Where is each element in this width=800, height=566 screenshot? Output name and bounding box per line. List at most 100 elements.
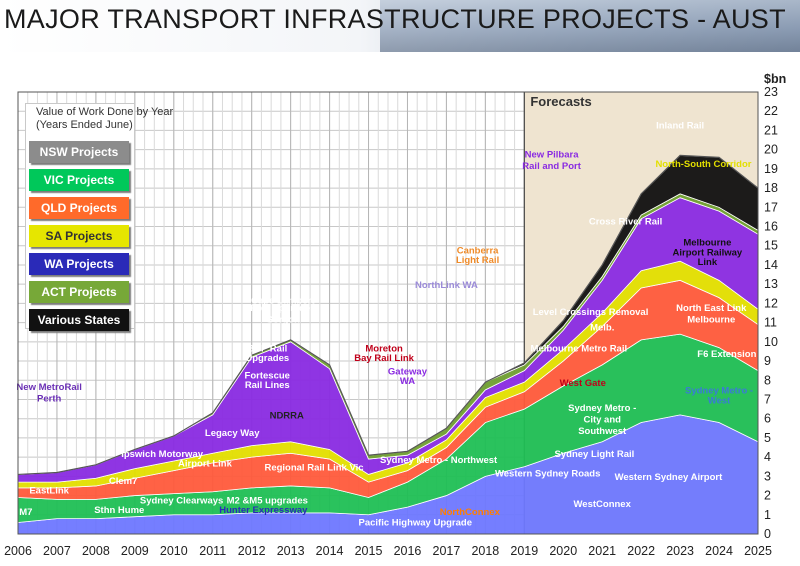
annotation-label: Sydney Clearways: [140, 495, 223, 506]
annotation-label: Rail Lines: [245, 380, 290, 391]
y-tick-label: 17: [764, 200, 778, 214]
annotation-label: Pacific Highway Upgrade: [359, 517, 473, 528]
legend-item: WA Projects: [29, 253, 129, 275]
banner-photo: [380, 0, 800, 52]
x-tick-label: 2006: [4, 544, 32, 558]
x-tick-label: 2009: [121, 544, 149, 558]
annotation-label: Fortescue: [245, 370, 290, 381]
annotation-label: Melb.: [590, 322, 614, 333]
annotation-label: Gateway: [388, 366, 428, 377]
annotation-label: Airport Link: [178, 459, 233, 470]
annotation-label: Cross River Rail: [589, 217, 662, 228]
x-tick-label: 2019: [510, 544, 538, 558]
y-tick-label: 10: [764, 335, 778, 349]
y-tick-label: 14: [764, 258, 778, 272]
annotation-label: Sthn Hume: [94, 505, 144, 516]
legend-item: Various States: [29, 309, 129, 331]
x-tick-label: 2017: [433, 544, 461, 558]
annotation-label: Cape Lambert: [251, 295, 315, 306]
annotation-label: BHP Rail: [247, 343, 287, 354]
y-tick-label: 16: [764, 220, 778, 234]
annotation-label: WestConnex: [574, 499, 632, 510]
page-title: MAJOR TRANSPORT INFRASTRUCTURE PROJECTS …: [4, 4, 786, 34]
annotation-label: Bay Rail Link: [354, 353, 414, 364]
annotation-label: Clem7: [109, 476, 138, 487]
annotation-label: Upgrades: [245, 353, 289, 364]
annotation-label: EastLink: [29, 486, 69, 497]
y-tick-label: 15: [764, 239, 778, 253]
annotation-label: Level Crossings Removal: [533, 307, 649, 318]
total-outline: [17, 154, 759, 476]
annotation-label: North-South Corridor: [655, 159, 751, 170]
y-tick-label: 3: [764, 469, 771, 483]
annotation-label: Western Sydney Roads: [495, 468, 600, 479]
y-tick-label: 13: [764, 277, 778, 291]
y-tick-label: 9: [764, 354, 771, 368]
y-tick-label: 19: [764, 162, 778, 176]
y-tick-label: 12: [764, 296, 778, 310]
annotation-label: Sydney Metro -: [685, 386, 753, 397]
x-tick-label: 2008: [82, 544, 110, 558]
y-tick-label: 22: [764, 104, 778, 118]
x-tick-label: 2022: [627, 544, 655, 558]
annotation-label: West Gate: [560, 378, 606, 389]
annotation-label: Rail and Port: [522, 161, 581, 172]
annotation-label: Moreton: [365, 343, 403, 354]
annotation-label: West: [708, 395, 731, 406]
annotation-label: WA: [400, 376, 415, 387]
y-tick-label: 5: [764, 431, 771, 445]
y-tick-label: 2: [764, 489, 771, 503]
y-tick-label: 8: [764, 373, 771, 387]
legend-item: SA Projects: [29, 225, 129, 247]
annotation-label: City and: [583, 415, 621, 426]
x-tick-label: 2020: [549, 544, 577, 558]
annotation-label: Melbourne Metro Rail: [531, 343, 628, 354]
x-tick-label: 2011: [199, 544, 226, 558]
annotation-label: Hunter Expressway: [219, 505, 308, 516]
legend-caption-line2: (Years Ended June): [36, 119, 133, 131]
annotation-label: Ipswich Motorway: [121, 449, 204, 460]
legend-item: QLD Projects: [29, 197, 129, 219]
x-tick-label: 2021: [588, 544, 616, 558]
x-tick-label: 2010: [160, 544, 188, 558]
y-tick-label: 11: [764, 316, 777, 330]
x-tick-label: 2012: [238, 544, 266, 558]
annotation-label: Airport Railway: [673, 247, 743, 258]
annotation-label: North East Link: [676, 303, 747, 314]
x-tick-label: 2024: [705, 544, 733, 558]
legend-item: VIC Projects: [29, 169, 129, 191]
annotation-label: Sydney Metro - Northwest: [380, 455, 498, 466]
annotation-label: Sydney Metro -: [568, 403, 636, 414]
y-tick-label: 18: [764, 181, 778, 195]
annotation-label: New Pilbara: [525, 149, 580, 160]
x-tick-label: 2013: [277, 544, 305, 558]
x-tick-label: 2023: [666, 544, 694, 558]
annotation-label: New MetroRail: [16, 382, 81, 393]
plot-frame: [17, 91, 759, 535]
annotation-label: M2 &M5 upgrades: [227, 495, 308, 506]
y-tick-label: 0: [764, 527, 771, 541]
legend-caption: Value of Work Done by Year (Years Ended …: [36, 106, 173, 132]
annotation-label: Inland Rail: [656, 121, 704, 132]
annotation-label: Link: [698, 257, 718, 268]
annotation-label: Gorgon: [266, 315, 300, 326]
axes: 01234567891011121314151617181920212223$b…: [4, 72, 786, 558]
header-banner: MAJOR TRANSPORT INFRASTRUCTURE PROJECTS …: [0, 0, 800, 52]
x-tick-label: 2014: [316, 544, 344, 558]
legend-caption-line1: Value of Work Done by Year: [36, 106, 174, 118]
forecast-label: Forecasts: [530, 94, 591, 109]
annotation-label: M7: [19, 507, 32, 518]
annotation-label: Melbourne: [683, 238, 731, 249]
annotation-label: F6 Extension: [697, 349, 756, 360]
legend-item: ACT Projects: [29, 281, 129, 303]
y-tick-label: 21: [764, 123, 778, 137]
annotation-label: Southwest: [578, 426, 627, 437]
annotation-label: Perth: [37, 393, 61, 404]
y-axis-label: $bn: [764, 72, 786, 86]
y-tick-label: 4: [764, 450, 771, 464]
legend-item: NSW Projects: [29, 141, 129, 163]
y-tick-label: 1: [764, 508, 771, 522]
annotation-label: Light Rail: [456, 255, 499, 266]
